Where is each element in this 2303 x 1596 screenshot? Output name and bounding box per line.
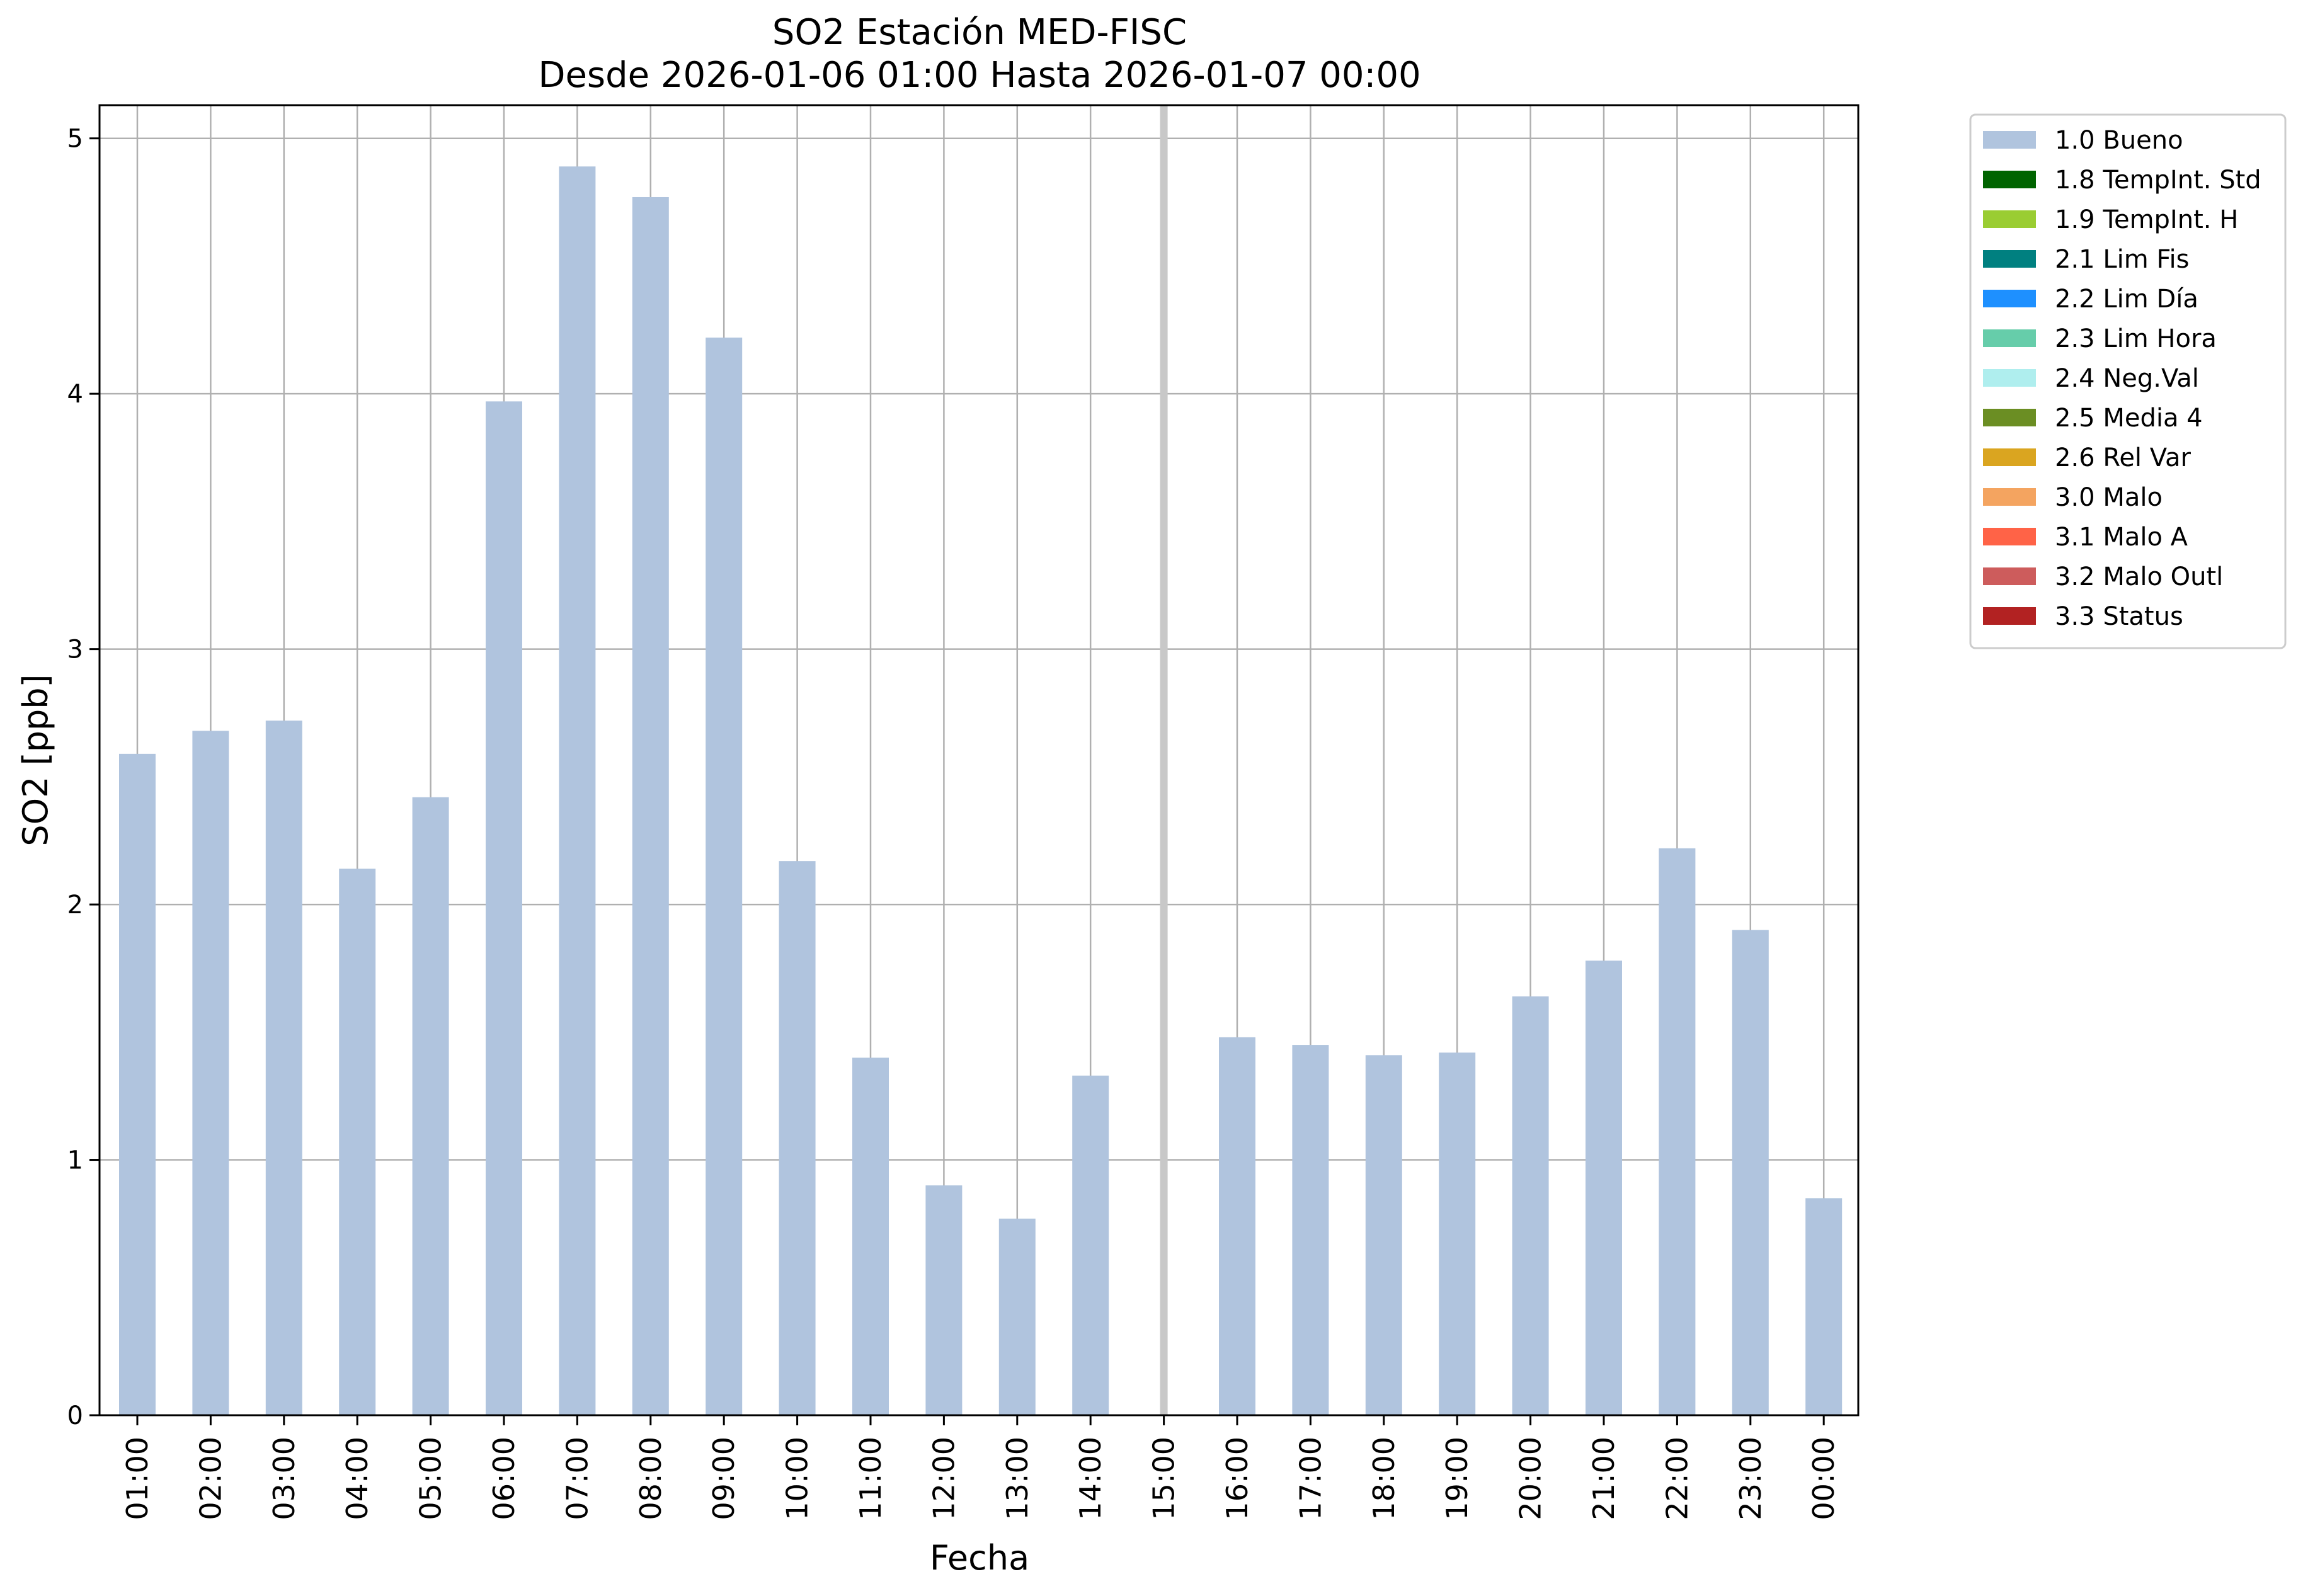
bar-01:00 (119, 753, 156, 1415)
x-tick-label: 14:00 (1073, 1437, 1107, 1520)
legend-swatch (1983, 369, 2036, 387)
bars-group (119, 166, 1843, 1416)
bar-08:00 (632, 197, 669, 1416)
bar-10:00 (779, 861, 816, 1415)
x-tick-label: 18:00 (1367, 1437, 1401, 1520)
chart-title: SO2 Estación MED-FISC (772, 12, 1187, 53)
legend-swatch (1983, 448, 2036, 466)
x-tick-label: 13:00 (1000, 1437, 1034, 1520)
legend-label: 2.4 Neg.Val (2055, 364, 2199, 393)
bar-11:00 (852, 1057, 889, 1415)
legend-label: 1.9 TempInt. H (2055, 205, 2238, 234)
x-tick-label: 19:00 (1440, 1437, 1474, 1520)
legend-label: 3.0 Malo (2055, 483, 2163, 512)
y-axis-ticks: 0 1 2 3 4 5 (67, 125, 100, 1430)
legend-swatch (1983, 329, 2036, 347)
x-tick-label: 12:00 (927, 1437, 961, 1520)
x-tick-label: 11:00 (854, 1437, 888, 1520)
bar-05:00 (412, 797, 449, 1415)
legend-label: 2.3 Lim Hora (2055, 324, 2217, 353)
x-tick-label: 01:00 (120, 1437, 154, 1520)
legend: 1.0 Bueno 1.8 TempInt. Std 1.9 TempInt. H 2… (1969, 113, 2287, 649)
x-tick-label: 03:00 (267, 1437, 301, 1520)
x-tick-label: 02:00 (193, 1437, 227, 1520)
legend-label: 1.0 Bueno (2055, 126, 2183, 155)
x-tick-label: 07:00 (560, 1437, 594, 1520)
legend-swatch (1983, 607, 2036, 625)
bar-16:00 (1219, 1037, 1255, 1415)
bar-09:00 (706, 337, 743, 1416)
x-tick-label: 05:00 (414, 1437, 448, 1520)
highlight-line (1160, 105, 1168, 1415)
y-tick-label: 2 (67, 891, 83, 920)
legend-label: 1.8 TempInt. Std (2055, 166, 2261, 195)
bar-19:00 (1439, 1052, 1476, 1415)
y-tick-label: 4 (67, 380, 83, 409)
legend-swatch (1983, 131, 2036, 149)
bar-06:00 (486, 401, 522, 1416)
legend-box (1969, 113, 2287, 649)
y-tick-label: 5 (67, 125, 83, 154)
y-tick-label: 3 (67, 636, 83, 664)
legend-label: 2.5 Media 4 (2055, 404, 2203, 433)
x-tick-label: 22:00 (1660, 1437, 1694, 1520)
chart-subtitle: Desde 2026-01-06 01:00 Hasta 2026-01-07 … (538, 55, 1420, 96)
bar-14:00 (1072, 1075, 1109, 1415)
legend-swatch (1983, 210, 2036, 228)
x-tick-label: 09:00 (707, 1437, 741, 1520)
bar-03:00 (265, 721, 302, 1415)
legend-label: 3.3 Status (2055, 602, 2183, 631)
bar-00:00 (1805, 1198, 1843, 1415)
bar-21:00 (1586, 960, 1622, 1415)
x-tick-label: 16:00 (1220, 1437, 1254, 1520)
x-tick-label: 17:00 (1293, 1437, 1327, 1520)
legend-swatch (1983, 488, 2036, 506)
bar-04:00 (339, 869, 376, 1415)
bar-20:00 (1512, 996, 1549, 1415)
x-tick-label: 15:00 (1147, 1437, 1181, 1520)
x-tick-label: 06:00 (487, 1437, 521, 1520)
legend-swatch (1983, 528, 2036, 545)
x-tick-label: 00:00 (1807, 1437, 1841, 1520)
x-tick-label: 20:00 (1514, 1437, 1548, 1520)
x-tick-label: 08:00 (634, 1437, 668, 1520)
bar-07:00 (559, 166, 596, 1415)
legend-swatch (1983, 567, 2036, 585)
y-tick-label: 1 (67, 1146, 83, 1175)
highlight-marker (1160, 105, 1168, 1415)
legend-label: 2.6 Rel Var (2055, 443, 2192, 472)
legend-label: 2.2 Lim Día (2055, 285, 2198, 314)
x-axis-label: Fecha (930, 1538, 1029, 1578)
x-tick-label: 10:00 (780, 1437, 814, 1520)
legend-label: 3.1 Malo A (2055, 523, 2188, 552)
bar-23:00 (1732, 930, 1769, 1415)
x-axis-ticks: 01:00 02:00 03:00 04:00 05:00 06:00 07:00 08:00… (120, 1415, 1841, 1520)
y-tick-label: 0 (67, 1401, 83, 1430)
bar-02:00 (192, 731, 229, 1415)
axes-frame (98, 104, 1860, 1416)
legend-label: 2.1 Lim Fis (2055, 245, 2189, 274)
bar-22:00 (1659, 848, 1696, 1415)
legend-swatch (1983, 171, 2036, 188)
x-tick-label: 21:00 (1587, 1437, 1621, 1520)
bar-18:00 (1365, 1055, 1402, 1415)
x-tick-label: 23:00 (1734, 1437, 1768, 1520)
legend-label: 3.2 Malo Outl (2055, 562, 2223, 591)
y-axis-label: SO2 [ppb] (16, 674, 55, 846)
legend-swatch (1983, 290, 2036, 307)
legend-swatch (1983, 250, 2036, 268)
bar-17:00 (1292, 1045, 1329, 1415)
x-tick-label: 04:00 (340, 1437, 374, 1520)
legend-swatch (1983, 409, 2036, 426)
bar-12:00 (925, 1185, 963, 1415)
bar-13:00 (998, 1218, 1036, 1415)
